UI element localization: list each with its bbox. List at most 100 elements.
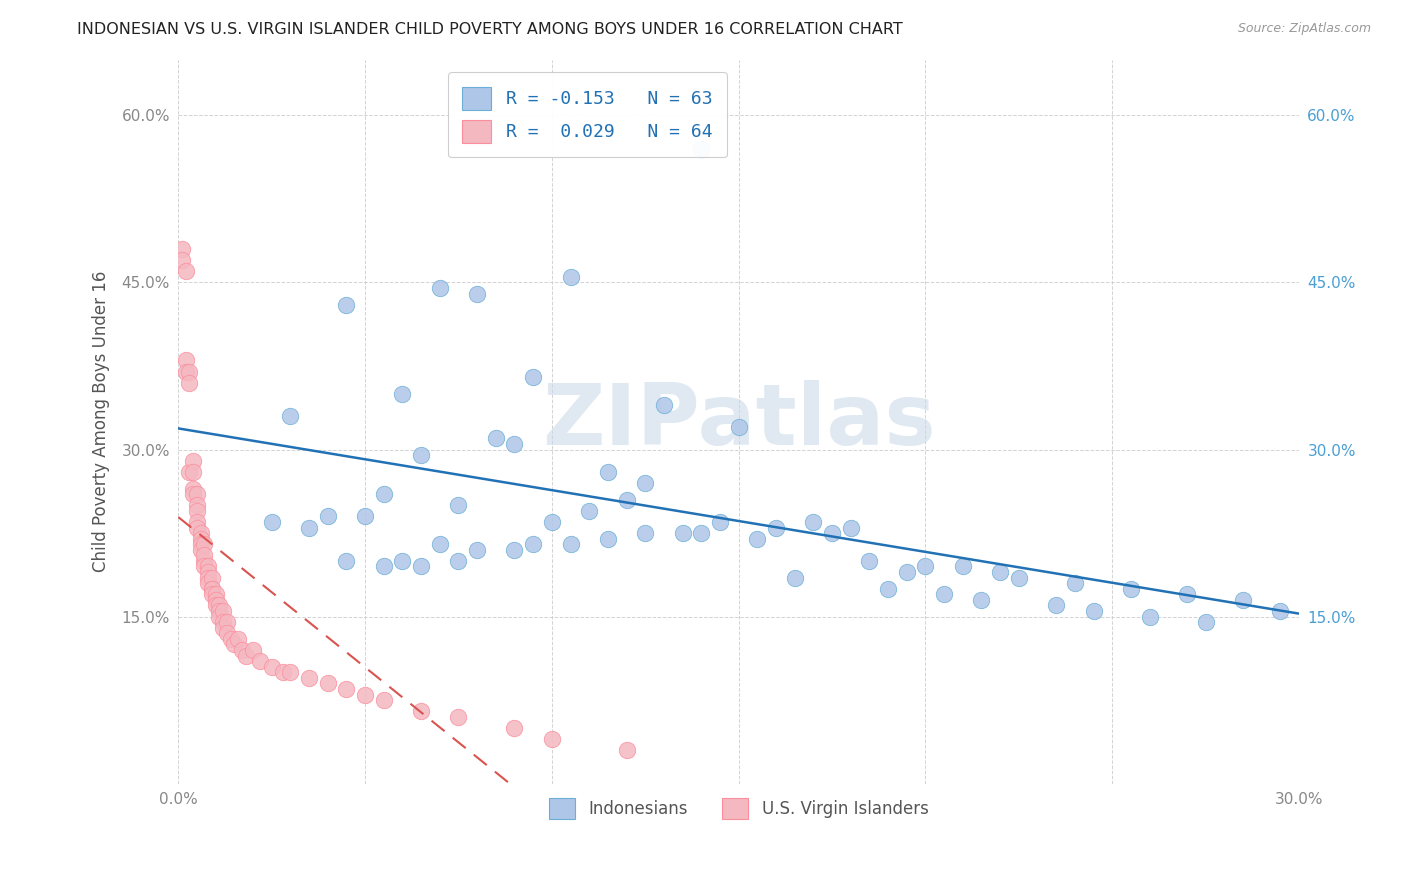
Point [560, 269, 582, 284]
Point [179, 376, 201, 390]
Point [690, 526, 713, 541]
Point [335, 681, 357, 696]
Point [503, 542, 526, 557]
Point [447, 498, 470, 512]
Point [522, 370, 544, 384]
Point [596, 465, 619, 479]
Point [231, 643, 253, 657]
Point [1270, 604, 1292, 618]
Point [316, 676, 339, 690]
Point [186, 498, 208, 512]
Point [190, 532, 212, 546]
Point [298, 671, 321, 685]
Point [335, 298, 357, 312]
Point [280, 665, 302, 680]
Point [560, 537, 582, 551]
Point [354, 509, 377, 524]
Point [170, 242, 193, 256]
Point [541, 732, 564, 747]
Point [208, 599, 231, 613]
Legend: Indonesians, U.S. Virgin Islanders: Indonesians, U.S. Virgin Islanders [543, 791, 935, 826]
Point [373, 559, 395, 574]
Point [208, 604, 231, 618]
Point [1139, 609, 1161, 624]
Point [197, 576, 219, 591]
Point [1119, 582, 1142, 596]
Point [411, 448, 433, 462]
Point [1194, 615, 1216, 630]
Point [503, 437, 526, 451]
Point [226, 632, 249, 646]
Point [447, 554, 470, 568]
Point [204, 599, 226, 613]
Point [201, 582, 224, 596]
Point [1063, 576, 1085, 591]
Point [465, 542, 488, 557]
Point [190, 542, 212, 557]
Point [193, 554, 215, 568]
Point [186, 520, 208, 534]
Point [201, 582, 224, 596]
Point [671, 526, 693, 541]
Point [197, 559, 219, 574]
Point [634, 475, 657, 490]
Point [190, 537, 212, 551]
Point [181, 487, 204, 501]
Point [727, 420, 749, 434]
Point [179, 465, 201, 479]
Point [186, 515, 208, 529]
Point [1008, 571, 1031, 585]
Point [212, 615, 235, 630]
Point [578, 504, 600, 518]
Point [204, 587, 226, 601]
Point [988, 565, 1011, 579]
Point [181, 453, 204, 467]
Point [197, 565, 219, 579]
Point [896, 565, 918, 579]
Point [765, 520, 787, 534]
Point [747, 532, 769, 546]
Point [709, 515, 731, 529]
Point [219, 632, 242, 646]
Point [242, 643, 264, 657]
Y-axis label: Child Poverty Among Boys Under 16: Child Poverty Among Boys Under 16 [93, 271, 110, 573]
Point [174, 264, 197, 278]
Point [224, 638, 246, 652]
Point [335, 554, 357, 568]
Point [179, 365, 201, 379]
Point [208, 609, 231, 624]
Point [193, 549, 215, 563]
Point [932, 587, 955, 601]
Point [197, 571, 219, 585]
Text: INDONESIAN VS U.S. VIRGIN ISLANDER CHILD POVERTY AMONG BOYS UNDER 16 CORRELATION: INDONESIAN VS U.S. VIRGIN ISLANDER CHILD… [77, 22, 903, 37]
Point [952, 559, 974, 574]
Point [204, 593, 226, 607]
Point [354, 688, 377, 702]
Point [174, 353, 197, 368]
Point [652, 398, 675, 412]
Point [170, 253, 193, 268]
Point [634, 526, 657, 541]
Point [260, 659, 283, 673]
Point [316, 509, 339, 524]
Point [215, 626, 238, 640]
Point [1175, 587, 1198, 601]
Point [1083, 604, 1105, 618]
Point [411, 704, 433, 718]
Point [877, 582, 900, 596]
Point [201, 587, 224, 601]
Point [858, 554, 880, 568]
Point [235, 648, 257, 663]
Point [193, 537, 215, 551]
Point [839, 520, 862, 534]
Point [212, 604, 235, 618]
Point [174, 365, 197, 379]
Point [1045, 599, 1067, 613]
Point [212, 621, 235, 635]
Point [596, 532, 619, 546]
Point [271, 665, 294, 680]
Point [690, 142, 713, 156]
Point [783, 571, 806, 585]
Point [616, 743, 638, 757]
Point [193, 559, 215, 574]
